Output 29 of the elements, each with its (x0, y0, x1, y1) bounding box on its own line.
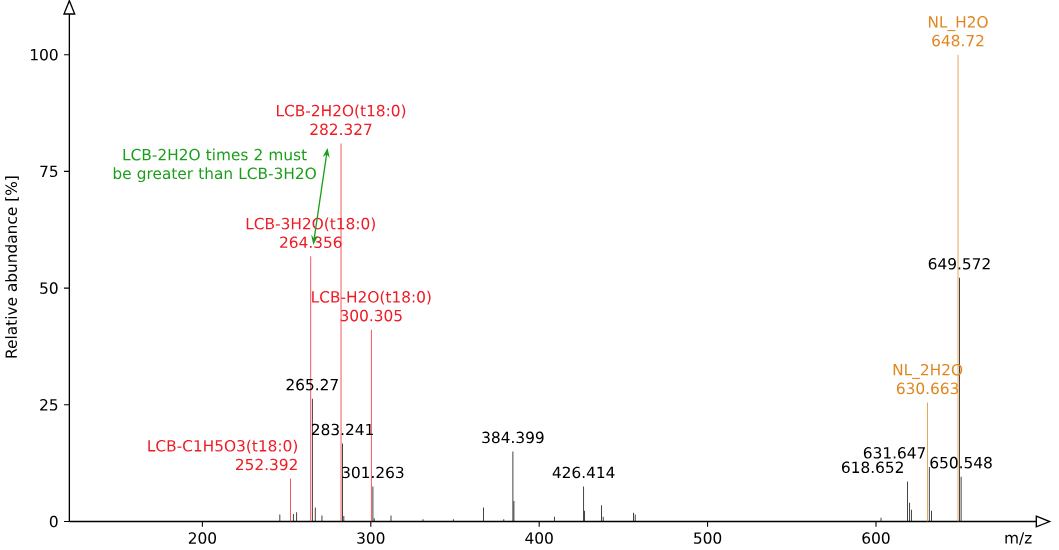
annotation: 631.647 (863, 447, 926, 459)
y-tick-label: 100 (31, 48, 58, 61)
y-axis-title: Relative abundance [%] (5, 176, 19, 358)
x-tick-label: 600 (862, 532, 890, 544)
x-tick-label: 400 (525, 532, 553, 544)
annotation: 300.305 (340, 309, 402, 322)
annotation: 649.572 (928, 257, 990, 270)
y-tick-label: 0 (49, 515, 58, 528)
y-tick-label: 75 (40, 165, 58, 178)
annotation: LCB-H2O(t18:0) (312, 290, 431, 305)
y-tick-label: 50 (40, 282, 58, 294)
annotation: LCB-C1H5O3(t18:0) (148, 439, 298, 454)
x-tick-label: 300 (357, 532, 385, 544)
annotation: 630.663 (896, 382, 959, 395)
annotation: 648.72 (932, 34, 984, 47)
x-tick-label: 200 (188, 532, 217, 544)
y-tick-label: 25 (40, 399, 58, 411)
annotation: 252.392 (235, 458, 297, 471)
x-axis-title: m/z (1005, 532, 1032, 545)
x-tick-label: 500 (694, 532, 722, 544)
annotation: LCB-2H2O times 2 must be greater than LCB-3H2O (113, 148, 316, 183)
annotation: 384.399 (482, 431, 544, 444)
annotation: LCB-2H2O(t18:0) (277, 104, 406, 119)
annotation: 265.27 (286, 378, 338, 391)
annotation: 618.652 (842, 461, 903, 474)
annotation: 426.414 (552, 466, 615, 479)
annotation: NL_H2O (928, 16, 988, 32)
annotation: 282.327 (310, 123, 372, 136)
annotation: 264.356 (280, 236, 342, 249)
